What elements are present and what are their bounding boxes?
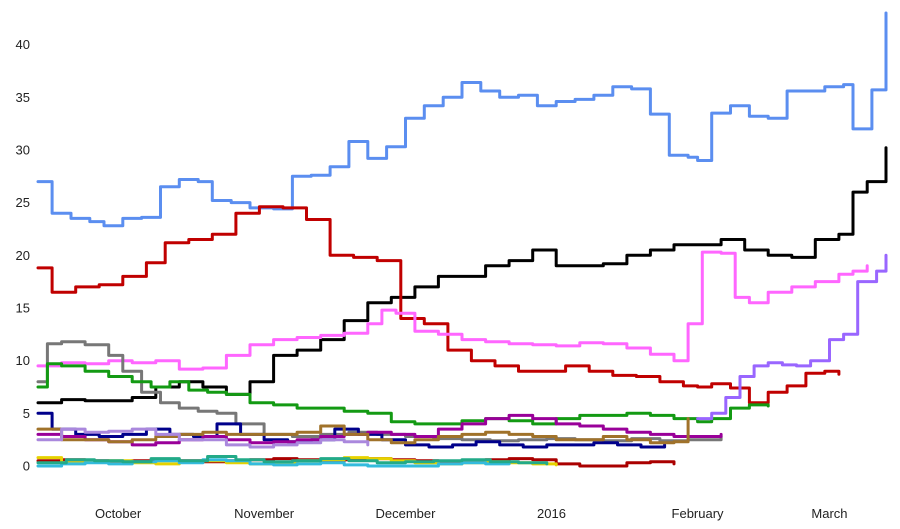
series-line-purple	[696, 253, 888, 421]
x-tick-label: February	[672, 506, 725, 521]
y-axis-tick-labels: 0 5 10 15 20 25 30 35 40	[16, 37, 30, 473]
x-tick-label: 2016	[537, 506, 566, 521]
y-tick-label: 25	[16, 195, 30, 210]
y-tick-label: 0	[23, 459, 30, 474]
y-tick-label: 20	[16, 248, 30, 263]
series-line-gray	[36, 340, 723, 443]
series-line-lavender	[36, 427, 370, 449]
y-tick-label: 40	[16, 37, 30, 52]
y-tick-label: 35	[16, 90, 30, 105]
series-line-cyan	[36, 458, 511, 468]
x-tick-label: December	[375, 506, 436, 521]
series-line-green	[36, 362, 770, 426]
x-tick-label: November	[234, 506, 295, 521]
series-line-navy	[36, 411, 667, 449]
series-line-teal	[36, 455, 549, 466]
series-lines	[36, 11, 888, 468]
x-axis-tick-labels: October November December 2016 February March	[95, 506, 848, 521]
series-line-black	[36, 146, 888, 405]
y-tick-label: 10	[16, 353, 30, 368]
series-line-brown	[36, 417, 690, 445]
series-line-pink	[36, 250, 869, 371]
series-line-magenta	[36, 413, 723, 447]
y-tick-label: 15	[16, 300, 30, 315]
series-line-red	[36, 205, 841, 405]
x-tick-label: March	[811, 506, 847, 521]
y-tick-label: 5	[23, 406, 30, 421]
x-tick-label: October	[95, 506, 142, 521]
series-line-blue	[36, 11, 888, 228]
y-tick-label: 30	[16, 142, 30, 157]
